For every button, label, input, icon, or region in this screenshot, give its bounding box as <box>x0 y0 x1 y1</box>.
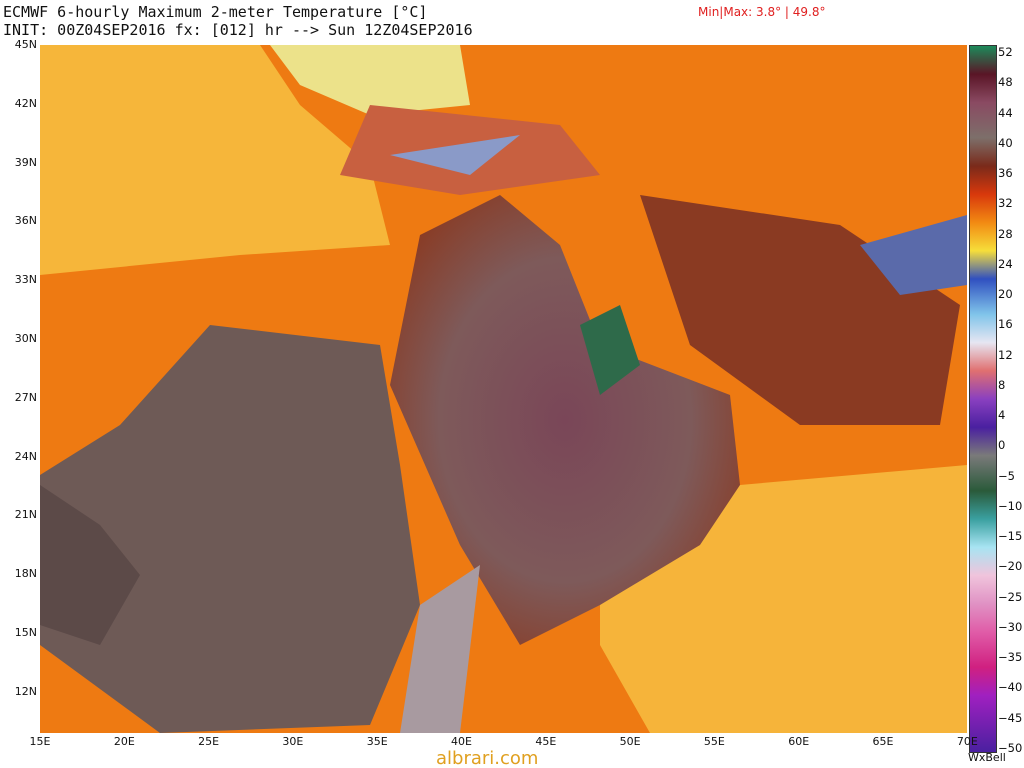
lat-label: 39N <box>14 155 37 169</box>
colorbar-label: 44 <box>998 105 1013 120</box>
lon-label: 40E <box>451 735 472 748</box>
lat-label: 15N <box>14 626 37 639</box>
lat-label: 24N <box>14 449 37 463</box>
colorbar-label: −25 <box>998 589 1023 604</box>
colorbar-label: 48 <box>998 75 1013 90</box>
lat-label: 27N <box>14 390 37 404</box>
colorbar-label: −30 <box>998 619 1023 634</box>
colorbar-label: −40 <box>998 680 1023 695</box>
credit: WxBell <box>968 751 1006 764</box>
colorbar-label: −50 <box>998 741 1023 755</box>
colorbar-label: 52 <box>998 45 1013 59</box>
lon-label: 70E <box>956 735 978 748</box>
colorbar-label: 0 <box>998 438 1006 453</box>
colorbar-label: 20 <box>998 287 1013 302</box>
lon-label: 55E <box>703 735 725 748</box>
colorbar-label: 8 <box>998 377 1006 392</box>
colorbar-label: −35 <box>998 650 1023 665</box>
lon-label: 25E <box>198 735 220 748</box>
colorbar-label: 28 <box>998 226 1013 241</box>
map-title: ECMWF 6-hourly Maximum 2-meter Temperatu… <box>3 3 428 21</box>
lon-label: 50E <box>619 735 641 748</box>
colorbar-label: −10 <box>998 498 1023 513</box>
colorbar-label: −5 <box>998 468 1015 483</box>
lat-label: 45N <box>14 38 37 51</box>
lat-label: 12N <box>14 684 37 698</box>
color-bar <box>969 45 997 753</box>
lon-label: 15E <box>29 735 51 748</box>
colorbar-label: −45 <box>998 710 1023 725</box>
colorbar-label: −15 <box>998 529 1023 544</box>
lat-label: 30N <box>14 332 37 345</box>
lon-label: 20E <box>113 735 135 748</box>
lon-label: 30E <box>282 735 304 748</box>
lon-label: 60E <box>788 735 810 748</box>
init-time: INIT: 00Z04SEP2016 fx: [012] hr --> Sun … <box>3 21 473 39</box>
colorbar-label: 4 <box>998 408 1006 423</box>
colorbar-label: 16 <box>998 317 1013 332</box>
lat-label: 18N <box>14 567 37 581</box>
colorbar-label: 40 <box>998 135 1013 150</box>
lat-label: 42N <box>14 96 37 110</box>
lon-label: 65E <box>872 735 894 748</box>
lat-label: 21N <box>14 508 37 522</box>
colorbar-label: 24 <box>998 256 1013 271</box>
lon-label: 35E <box>366 735 388 748</box>
colorbar-label: 36 <box>998 166 1013 181</box>
colorbar-label: 12 <box>998 347 1013 362</box>
watermark: albrari.com <box>436 748 539 768</box>
colorbar-label: −20 <box>998 559 1023 574</box>
min-max: Min|Max: 3.8° | 49.8° <box>698 5 826 19</box>
lon-label: 45E <box>535 735 557 748</box>
lat-label: 36N <box>14 214 37 228</box>
colorbar-label: 32 <box>998 196 1013 211</box>
lat-label: 33N <box>14 273 37 287</box>
temperature-map <box>40 45 967 733</box>
